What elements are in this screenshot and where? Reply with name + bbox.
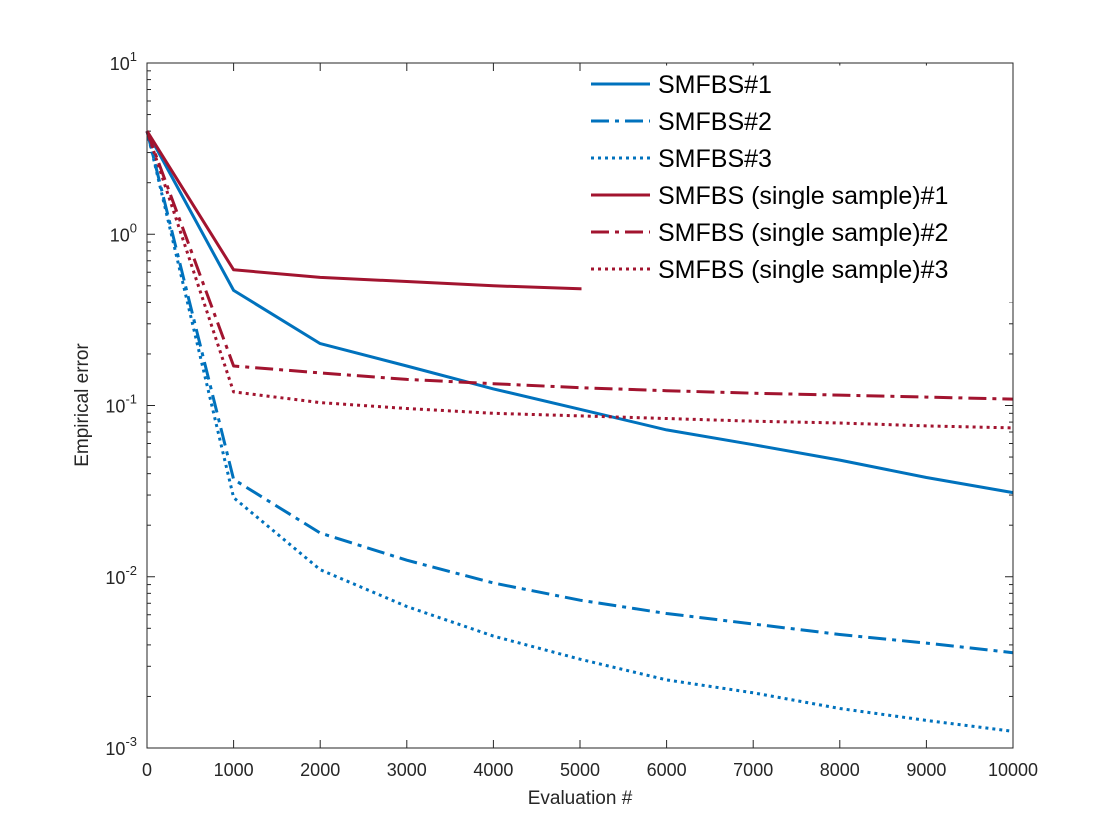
y-tick-label: 10-2	[105, 563, 137, 588]
y-tick-label: 10-1	[105, 392, 137, 417]
legend-label-5: SMFBS (single sample)#2	[658, 219, 948, 247]
y-axis-label: Empirical error	[72, 343, 93, 467]
x-tick-labels: 0 1000 2000 3000 4000 5000 6000 7000 8000 9000 100…	[142, 760, 1038, 780]
legend-label-1: SMFBS#1	[658, 71, 772, 99]
y-tick-label: 10-3	[105, 734, 137, 759]
series-line-1	[145, 130, 1014, 495]
series-line-2	[145, 130, 1014, 655]
y-tick-label: 101	[110, 49, 137, 74]
legend-label-6: SMFBS (single sample)#3	[658, 256, 948, 284]
x-tick-label: 10000	[988, 760, 1038, 780]
x-tick-label: 8000	[820, 760, 860, 780]
series-line-6	[145, 130, 1014, 430]
legend: SMFBS#1 SMFBS#2 SMFBS#3 SMFBS (single sampl…	[581, 65, 1013, 303]
x-tick-label: 0	[142, 760, 152, 780]
series-line-3	[145, 130, 1014, 733]
x-tick-label: 2000	[300, 760, 340, 780]
x-tick-label: 6000	[647, 760, 687, 780]
x-tick-label: 9000	[906, 760, 946, 780]
x-axis-label: Evaluation #	[528, 788, 633, 809]
legend-label-2: SMFBS#2	[658, 108, 772, 136]
x-tick-label: 5000	[560, 760, 600, 780]
x-tick-label: 3000	[387, 760, 427, 780]
plot-frame	[146, 62, 1014, 749]
x-tick-label: 1000	[214, 760, 254, 780]
legend-label-3: SMFBS#3	[658, 145, 772, 173]
y-tick-labels: 10-3 10-2 10-1 100 101	[105, 49, 137, 759]
series-line-5	[145, 130, 1014, 401]
x-tick-label: 7000	[733, 760, 773, 780]
legend-box	[581, 65, 1013, 303]
x-tick-label: 4000	[473, 760, 513, 780]
legend-label-4: SMFBS (single sample)#1	[658, 182, 948, 210]
y-tick-label: 100	[110, 220, 137, 245]
